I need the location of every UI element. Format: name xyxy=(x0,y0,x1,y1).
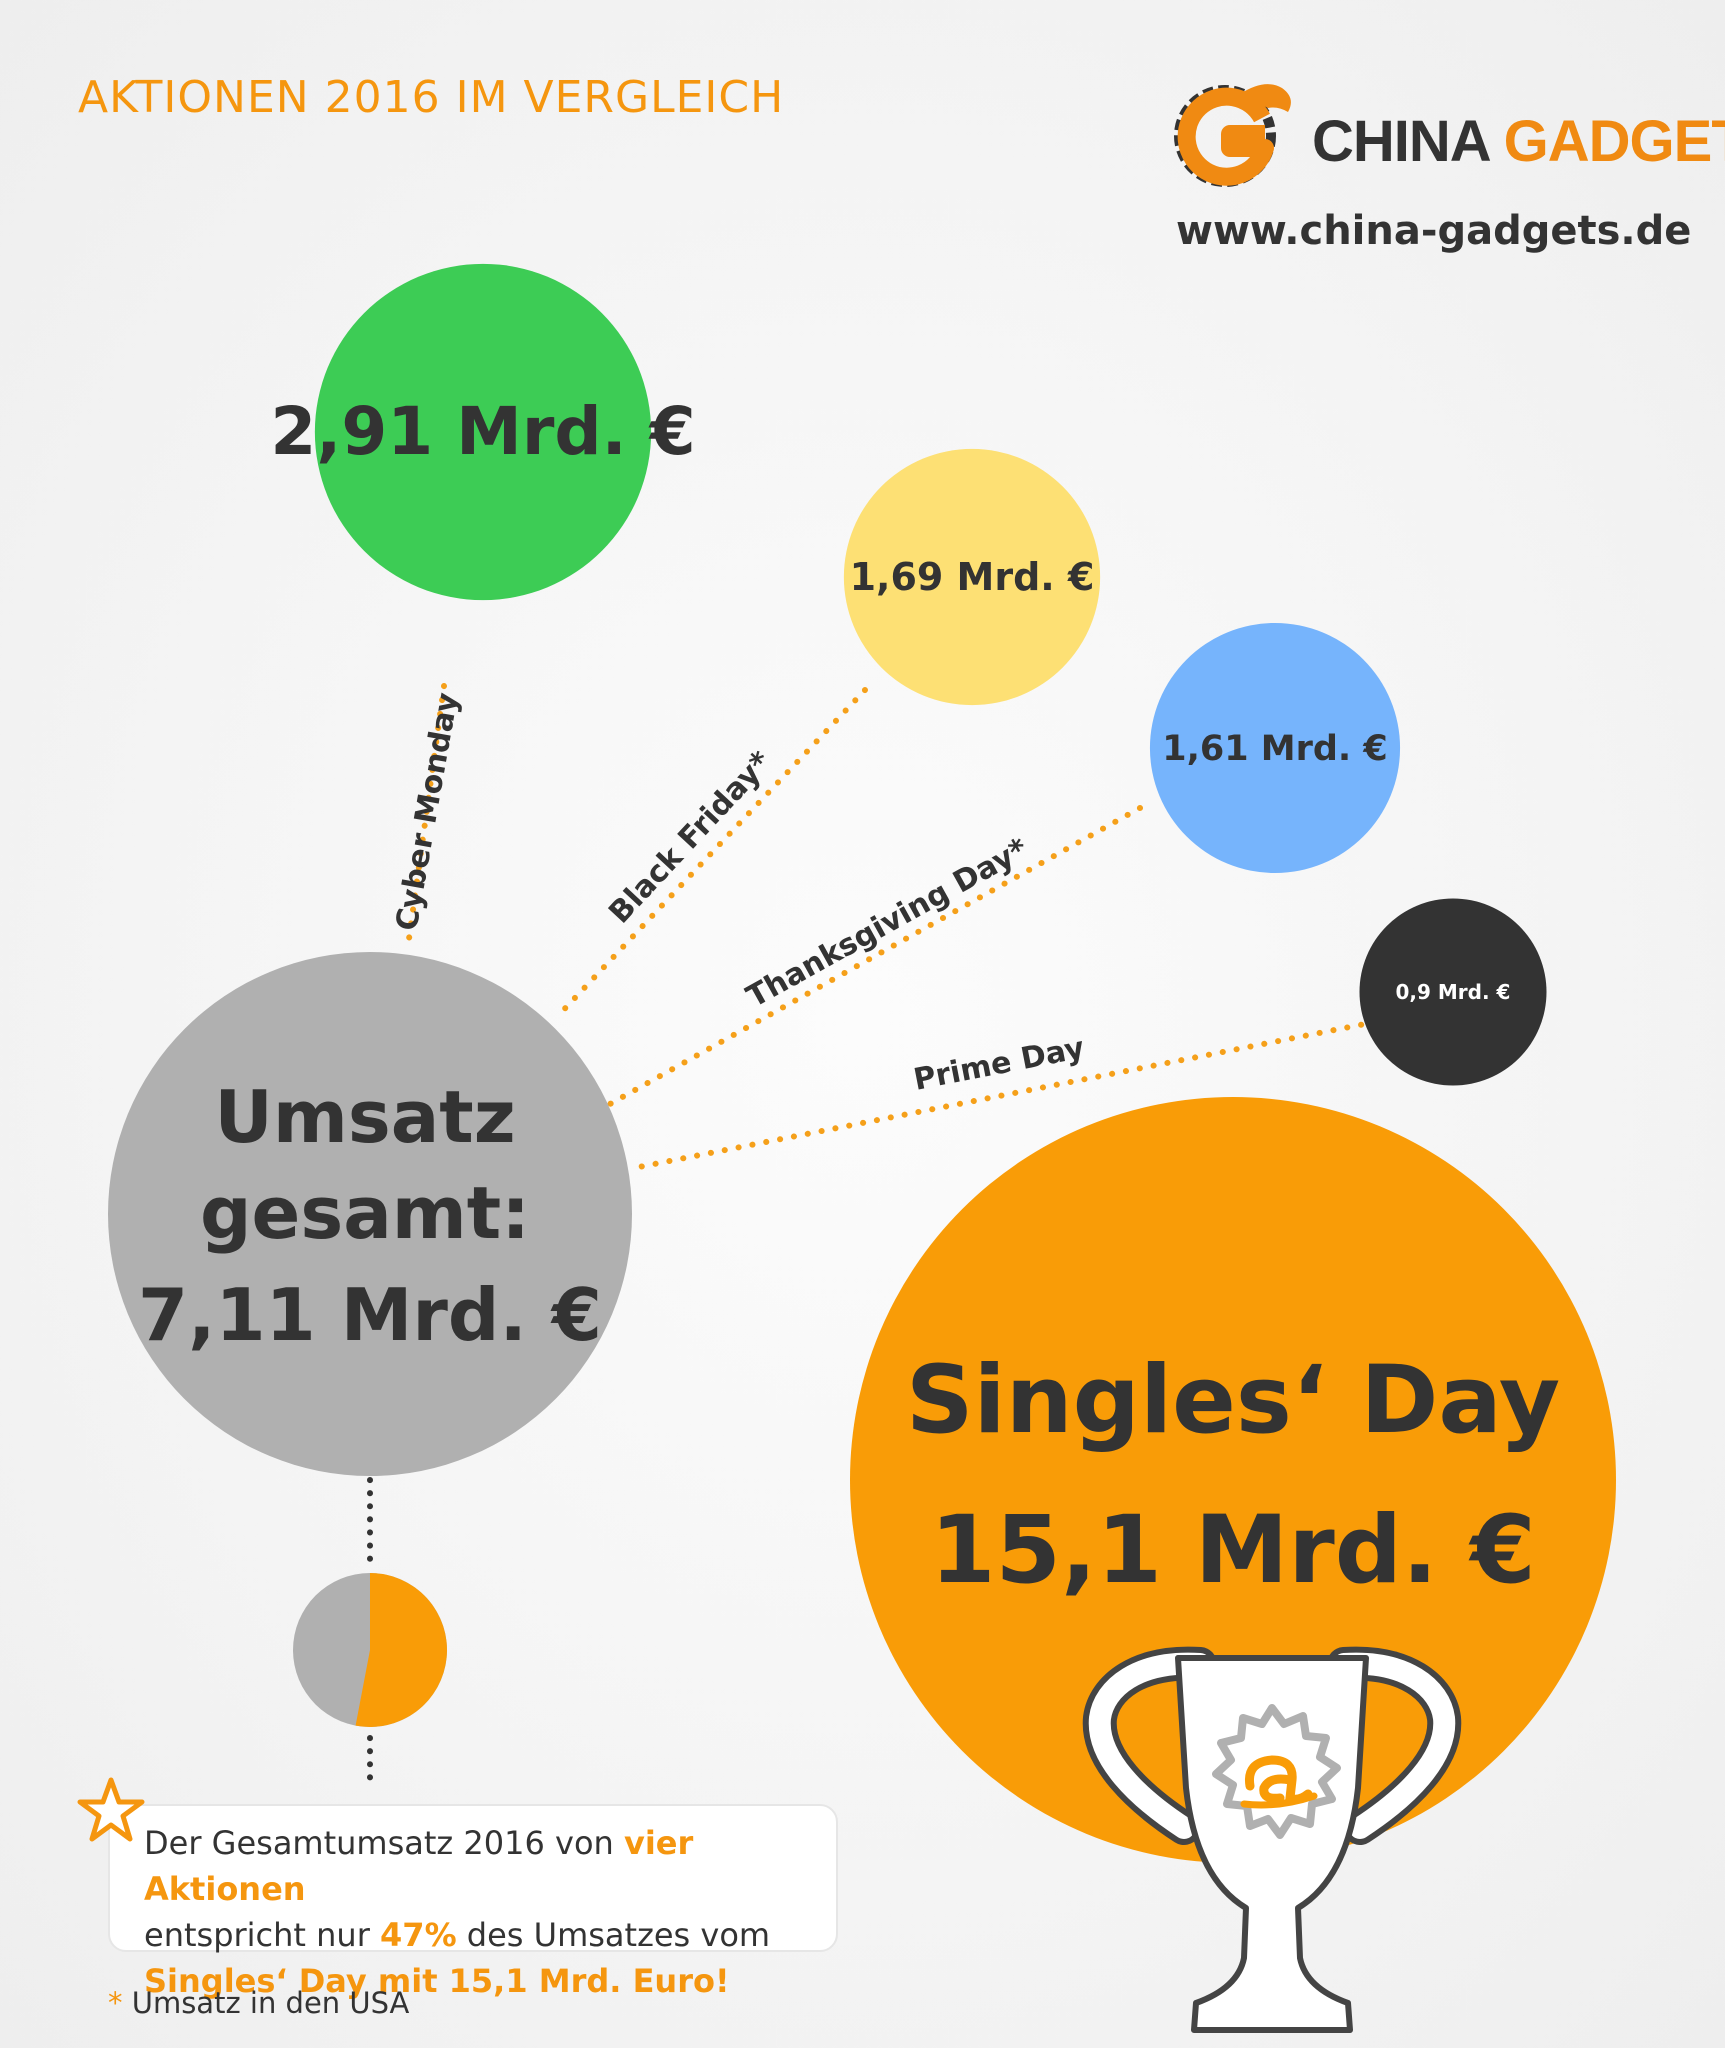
prime-day-connector xyxy=(631,1019,1378,1171)
singles-day-label: Singles‘ Day xyxy=(906,1346,1560,1455)
china-gadgets-logo-icon xyxy=(1174,84,1291,187)
bubble-value-black-friday: 1,69 Mrd. € xyxy=(850,555,1095,599)
bubble-thanksgiving xyxy=(1149,622,1401,874)
summary-note: Der Gesamtumsatz 2016 von vier Aktionen … xyxy=(108,1804,838,2000)
bubble-value-cyber-monday: 2,91 Mrd. € xyxy=(270,393,695,470)
total-value: 7,11 Mrd. € xyxy=(138,1273,602,1357)
footnote: * Umsatz in den USA xyxy=(108,1986,410,2020)
bubble-cyber-monday xyxy=(314,263,652,601)
label-prime-day: Prime Day xyxy=(911,1030,1088,1097)
page-title: AKTIONEN 2016 IM VERGLEICH xyxy=(78,72,785,123)
bubble-black-friday xyxy=(843,448,1101,706)
bubble-total xyxy=(108,952,632,1476)
thanksgiving-connector xyxy=(607,805,1143,1107)
brand-url: www.china-gadgets.de xyxy=(1176,208,1692,254)
trophy-icon xyxy=(1082,1646,1462,2033)
black-friday-connector xyxy=(553,687,868,1021)
share-pie-orange xyxy=(355,1573,448,1728)
singles-day-value: 15,1 Mrd. € xyxy=(930,1496,1536,1605)
cyber-monday-connector xyxy=(405,683,447,949)
bubble-value-prime-day: 0,9 Mrd. € xyxy=(1396,980,1511,1004)
bubble-prime-day xyxy=(1359,898,1547,1086)
label-black-friday: Black Friday* xyxy=(602,745,779,931)
total-label-line2: gesamt: xyxy=(200,1171,530,1255)
total-label-line1: Umsatz xyxy=(214,1075,515,1159)
label-thanksgiving: Thanksgiving Day* xyxy=(741,831,1034,1015)
label-cyber-monday: Cyber Monday xyxy=(389,690,465,934)
star-icon xyxy=(77,1777,145,1842)
bubble-value-thanksgiving: 1,61 Mrd. € xyxy=(1162,729,1388,769)
brand-name: CHINA GADGETS xyxy=(1312,109,1725,174)
share-pie xyxy=(293,1573,448,1728)
